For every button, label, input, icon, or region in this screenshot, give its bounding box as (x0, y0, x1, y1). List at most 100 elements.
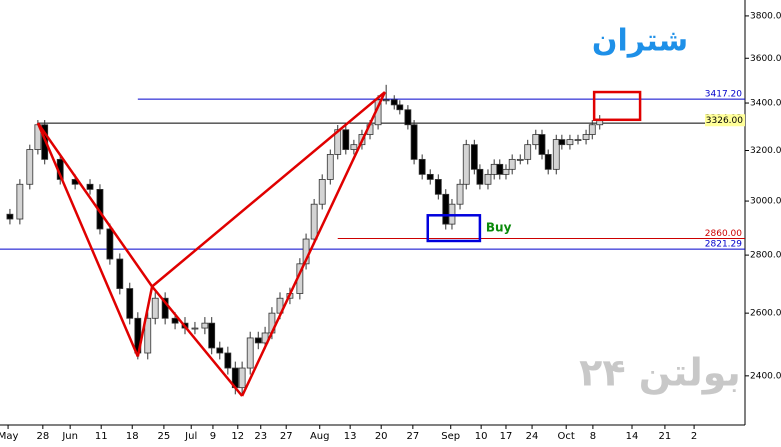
candle-body (238, 367, 246, 389)
candle-body (442, 193, 450, 225)
candle-body (490, 163, 498, 175)
candle-body (524, 144, 532, 160)
pattern-line (151, 285, 244, 397)
candle-body (326, 154, 334, 180)
x-tick-label: May (0, 431, 18, 442)
candle-body (171, 317, 179, 324)
buy-annotation: Buy (486, 221, 512, 235)
x-tick-label: 27 (280, 431, 293, 442)
x-tick-label: Jul (184, 431, 197, 442)
candle-body (566, 139, 574, 146)
x-tick-label: 2 (691, 431, 697, 442)
x-tick-label: 23 (254, 431, 267, 442)
x-tick-label: Jun (61, 431, 78, 442)
highlight-box (426, 214, 482, 243)
last-price-bg (705, 114, 745, 127)
candle-body (470, 144, 478, 170)
candle-body (410, 124, 418, 160)
level-label: 3417.20 (705, 90, 742, 100)
y-tick-label: 2600.00 (750, 309, 781, 319)
candle-body (216, 347, 224, 354)
pattern-line (36, 122, 139, 357)
level-label: 2860.00 (705, 229, 742, 239)
last-price-label: 3326.00 (706, 116, 743, 126)
pattern-line (151, 91, 386, 288)
candle-body (208, 322, 216, 349)
candle-body (318, 179, 326, 205)
y-tick-label: 2400.00 (750, 371, 781, 381)
x-tick-label: 10 (475, 431, 488, 442)
candle-body (476, 168, 484, 185)
candle-body (224, 352, 232, 369)
candle-body (462, 144, 470, 185)
chart-title: شتران (592, 24, 688, 59)
candle-body (538, 134, 546, 155)
candle-body (382, 99, 390, 102)
candle-body (396, 104, 404, 111)
x-tick-label: Aug (310, 431, 330, 442)
candle-body (502, 168, 510, 175)
candle-body (588, 124, 596, 135)
candle-body (310, 203, 318, 240)
x-tick-label: 17 (500, 431, 513, 442)
candle-body (246, 337, 254, 369)
y-tick-label: 3000.00 (750, 197, 781, 207)
pattern-line (240, 91, 387, 397)
x-tick-label: 24 (526, 431, 539, 442)
x-tick-label: 25 (158, 431, 171, 442)
candle-body (334, 129, 342, 155)
candle-body (484, 173, 492, 185)
y-tick-label: 3800.00 (750, 11, 781, 21)
y-tick-label: 3200.00 (750, 146, 781, 156)
highlight-box (592, 90, 642, 122)
candle-body (516, 158, 524, 161)
candle-body (508, 158, 516, 170)
candle-body (390, 99, 398, 106)
candle-body (26, 149, 34, 185)
x-tick-label: 13 (344, 431, 357, 442)
pattern-line (136, 286, 154, 357)
candle-body (126, 288, 134, 319)
candle-body (404, 109, 412, 126)
candle-body (144, 317, 152, 354)
candle-body (456, 183, 464, 205)
candle-body (161, 297, 169, 319)
candle-body (558, 139, 566, 146)
candle-body (582, 134, 590, 140)
x-tick-label: 28 (36, 431, 49, 442)
x-tick-label: Sep (441, 431, 460, 442)
watermark: بولتن ۲۴ (579, 351, 741, 395)
candle-body (496, 163, 504, 175)
candle-body (151, 297, 159, 319)
pattern-line (36, 122, 154, 288)
x-tick-label: 27 (406, 431, 419, 442)
candle-body (106, 228, 114, 260)
candle-body (434, 179, 442, 195)
x-tick-label: Oct (558, 431, 575, 442)
x-tick-label: 8 (590, 431, 596, 442)
level-label: 2821.29 (705, 240, 742, 250)
candle-body (350, 144, 358, 150)
candle-body (418, 158, 426, 175)
y-tick-label: 3600.00 (750, 54, 781, 64)
candle-body (116, 258, 124, 289)
candle-body (552, 139, 560, 170)
candle-body (342, 129, 350, 150)
x-tick-label: 14 (626, 431, 639, 442)
y-tick-label: 3400.00 (750, 99, 781, 109)
candle-body (201, 322, 209, 329)
x-tick-label: 21 (659, 431, 672, 442)
candle-body (254, 337, 262, 344)
candle-body (191, 327, 199, 330)
x-tick-label: 20 (375, 431, 388, 442)
x-tick-label: 9 (210, 431, 216, 442)
candle-body (426, 173, 434, 180)
candle-body (16, 183, 24, 220)
y-tick-label: 2800.00 (750, 251, 781, 261)
x-tick-label: 18 (126, 431, 139, 442)
x-tick-label: 12 (231, 431, 244, 442)
candle-body (574, 139, 582, 141)
candle-body (86, 183, 94, 190)
candle-body (6, 213, 14, 220)
